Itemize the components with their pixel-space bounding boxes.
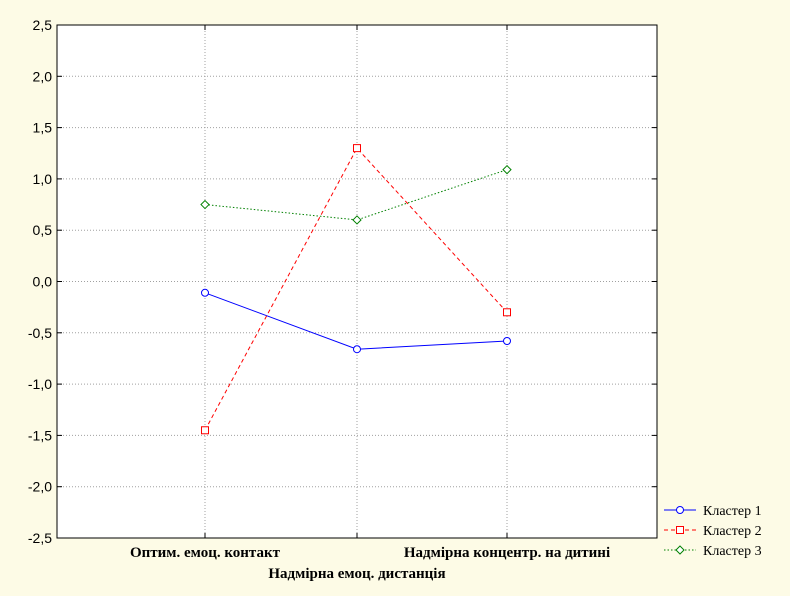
data-point-marker bbox=[200, 199, 210, 210]
data-point-marker bbox=[353, 345, 361, 354]
y-axis: 2,5 2,0 1,5 1,0 0,5 0,0 -0,5 -1,0 -1,5 -2,0 -2,5 bbox=[28, 17, 657, 546]
y-tick-label: -2,5 bbox=[28, 530, 52, 546]
data-point-marker bbox=[502, 164, 512, 175]
data-point-marker bbox=[201, 288, 209, 297]
data-point-marker bbox=[675, 545, 685, 555]
legend-label: Кластер 1 bbox=[703, 504, 762, 519]
x-axis: Оптим. емоц. контакт Надмірна емоц. диста… bbox=[130, 25, 610, 582]
y-tick-label: 2,0 bbox=[33, 68, 53, 84]
data-point-marker bbox=[676, 506, 684, 514]
legend-item-2: Кластер 2 bbox=[664, 524, 762, 539]
x-tick-label: Оптим. емоц. контакт bbox=[130, 545, 281, 561]
y-tick-label: -1,0 bbox=[28, 376, 52, 392]
grid bbox=[57, 25, 657, 538]
data-point-marker bbox=[353, 144, 361, 153]
y-tick-label: 2,5 bbox=[33, 17, 53, 33]
data-point-marker bbox=[676, 526, 684, 534]
series-3 bbox=[200, 164, 512, 225]
y-tick-label: 0,0 bbox=[33, 274, 53, 290]
legend-item-1: Кластер 1 bbox=[664, 504, 762, 519]
data-point-marker bbox=[503, 337, 511, 346]
data-point-marker bbox=[352, 215, 362, 225]
y-tick-label: 1,0 bbox=[33, 171, 53, 187]
series-2 bbox=[201, 144, 511, 435]
y-tick-label: -2,0 bbox=[28, 479, 52, 495]
y-tick-label: -1,5 bbox=[28, 427, 52, 443]
series-line bbox=[204, 147, 508, 431]
y-tick-label: -0,5 bbox=[28, 325, 52, 341]
legend-label: Кластер 2 bbox=[703, 524, 762, 539]
data-point-marker bbox=[201, 426, 209, 435]
series-1 bbox=[201, 288, 511, 354]
x-tick-label: Надмірна емоц. дистанція bbox=[268, 566, 445, 582]
y-tick-label: 1,5 bbox=[33, 120, 53, 136]
series-group bbox=[200, 144, 512, 435]
legend: Кластер 1 Кластер 2 Кластер 3 bbox=[664, 504, 762, 559]
data-point-marker bbox=[503, 308, 511, 317]
legend-label: Кластер 3 bbox=[703, 544, 762, 559]
legend-item-3: Кластер 3 bbox=[664, 544, 762, 559]
y-tick-label: 0,5 bbox=[33, 222, 53, 238]
x-tick-label: Надмірна концентр. на дитині bbox=[404, 545, 610, 561]
